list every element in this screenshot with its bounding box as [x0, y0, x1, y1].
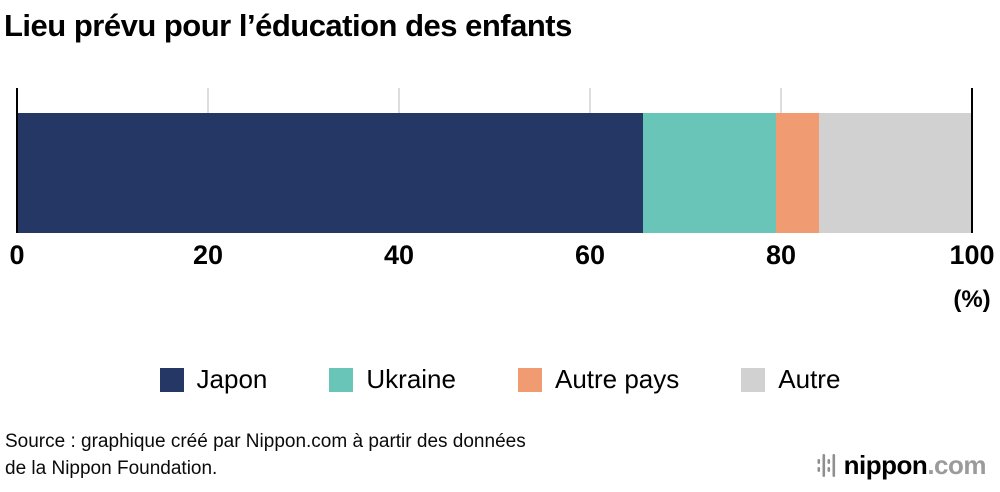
- x-tick-label-0: 0: [9, 240, 25, 270]
- nippon-logo-icon: [817, 454, 835, 477]
- legend-label-autre: Autre: [778, 364, 841, 394]
- legend-label-ukraine: Ukraine: [366, 364, 456, 394]
- x-axis-unit-label: (%): [953, 286, 991, 313]
- unit-row: (%): [17, 286, 990, 316]
- axis-endcap-line: [16, 88, 18, 233]
- stacked-bar: [17, 113, 972, 233]
- logo-name: nippon: [843, 450, 928, 480]
- legend-swatch-autre: [741, 367, 766, 392]
- x-tick-label-20: 20: [192, 240, 224, 270]
- legend-label-japon: Japon: [196, 364, 268, 394]
- plot-area: [16, 88, 973, 233]
- nippon-logo: nippon.com: [817, 450, 986, 481]
- x-tick-label-80: 80: [765, 240, 797, 270]
- x-tick-label-40: 40: [383, 240, 415, 270]
- axis-endcap-line: [971, 88, 973, 233]
- x-tick-label-60: 60: [574, 240, 606, 270]
- bar-segment-ukraine: [642, 113, 777, 233]
- bar-segment-autre-pays: [776, 113, 820, 233]
- source-note: Source : graphique créé par Nippon.com à…: [5, 428, 526, 482]
- x-tick-label-100: 100: [949, 240, 995, 270]
- legend-swatch-japon: [159, 367, 184, 392]
- chart-title: Lieu prévu pour l’éducation des enfants: [4, 8, 572, 43]
- legend-label-autre-pays: Autre pays: [554, 364, 680, 394]
- bar-segment-autre: [819, 113, 972, 233]
- legend: Japon Ukraine Autre pays Autre: [0, 364, 1000, 395]
- nippon-logo-text: nippon.com: [843, 450, 987, 481]
- legend-swatch-ukraine: [329, 367, 354, 392]
- legend-item-autre: Autre: [741, 364, 840, 395]
- x-axis-ticks: 0 20 40 60 80 100: [9, 240, 994, 274]
- legend-item-japon: Japon: [159, 364, 268, 395]
- logo-tld: .com: [927, 450, 986, 480]
- bar-segment-japon: [17, 113, 643, 233]
- source-line-2: de la Nippon Foundation.: [5, 458, 218, 479]
- source-line-1: Source : graphique créé par Nippon.com à…: [5, 431, 526, 452]
- legend-item-autre-pays: Autre pays: [517, 364, 680, 395]
- legend-swatch-autre-pays: [517, 367, 542, 392]
- legend-item-ukraine: Ukraine: [329, 364, 456, 395]
